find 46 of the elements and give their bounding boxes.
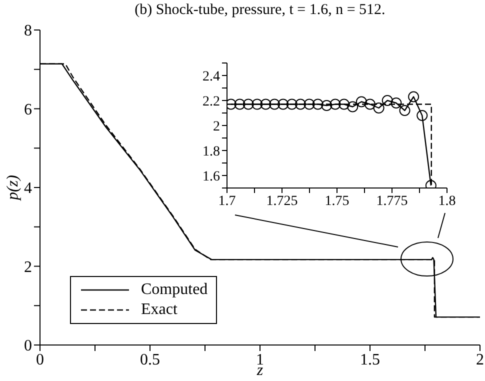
y-tick-label: 2.2 [202, 94, 220, 110]
x-tick-label: 1 [256, 351, 264, 368]
y-tick-label: 8 [24, 22, 32, 40]
point [382, 95, 393, 106]
point [390, 98, 402, 108]
point [408, 91, 420, 102]
point [330, 98, 341, 110]
point [321, 100, 332, 111]
point [347, 101, 358, 112]
y-tick-label: 6 [24, 101, 32, 118]
point [356, 96, 367, 108]
point [269, 98, 280, 110]
x-tick-label: 1.8 [438, 194, 456, 209]
chart-title: (b) Shock-tube, pressure, t = 1.6, n = 512. [134, 2, 386, 19]
x-tick-label: 1.7 [218, 194, 236, 209]
y-tick-label: 0 [24, 338, 32, 355]
point [234, 98, 246, 110]
point [252, 98, 263, 110]
x-tick-label: 0 [36, 351, 44, 368]
point [278, 98, 289, 110]
legend-label: Computed [141, 281, 208, 299]
y-tick-label: 2.4 [202, 69, 220, 84]
point [399, 105, 410, 116]
x-tick-label: 2 [476, 351, 484, 368]
point [364, 98, 376, 110]
y-tick-label: 2 [213, 119, 220, 134]
legend-label: Exact [141, 301, 178, 319]
x-tick-label: 0.5 [140, 351, 160, 368]
y-tick-label: 2 [24, 258, 32, 276]
y-tick-label: 4 [24, 180, 32, 198]
point [373, 102, 384, 114]
point [312, 98, 324, 110]
x-tick-label: 1.5 [360, 351, 380, 368]
point [242, 98, 254, 110]
x-tick-label: 1.75 [324, 194, 350, 209]
point [416, 110, 428, 121]
x-tick-label: 1.725 [266, 194, 298, 209]
y-axis-title: p(z) [4, 175, 22, 201]
y-tick-label: 1.6 [202, 169, 220, 184]
x-tick-label: 1.775 [376, 194, 408, 209]
point [286, 98, 298, 110]
y-tick-label: 1.8 [202, 144, 220, 160]
point [260, 98, 272, 110]
point [304, 98, 315, 110]
point [338, 98, 350, 110]
point [294, 98, 306, 110]
